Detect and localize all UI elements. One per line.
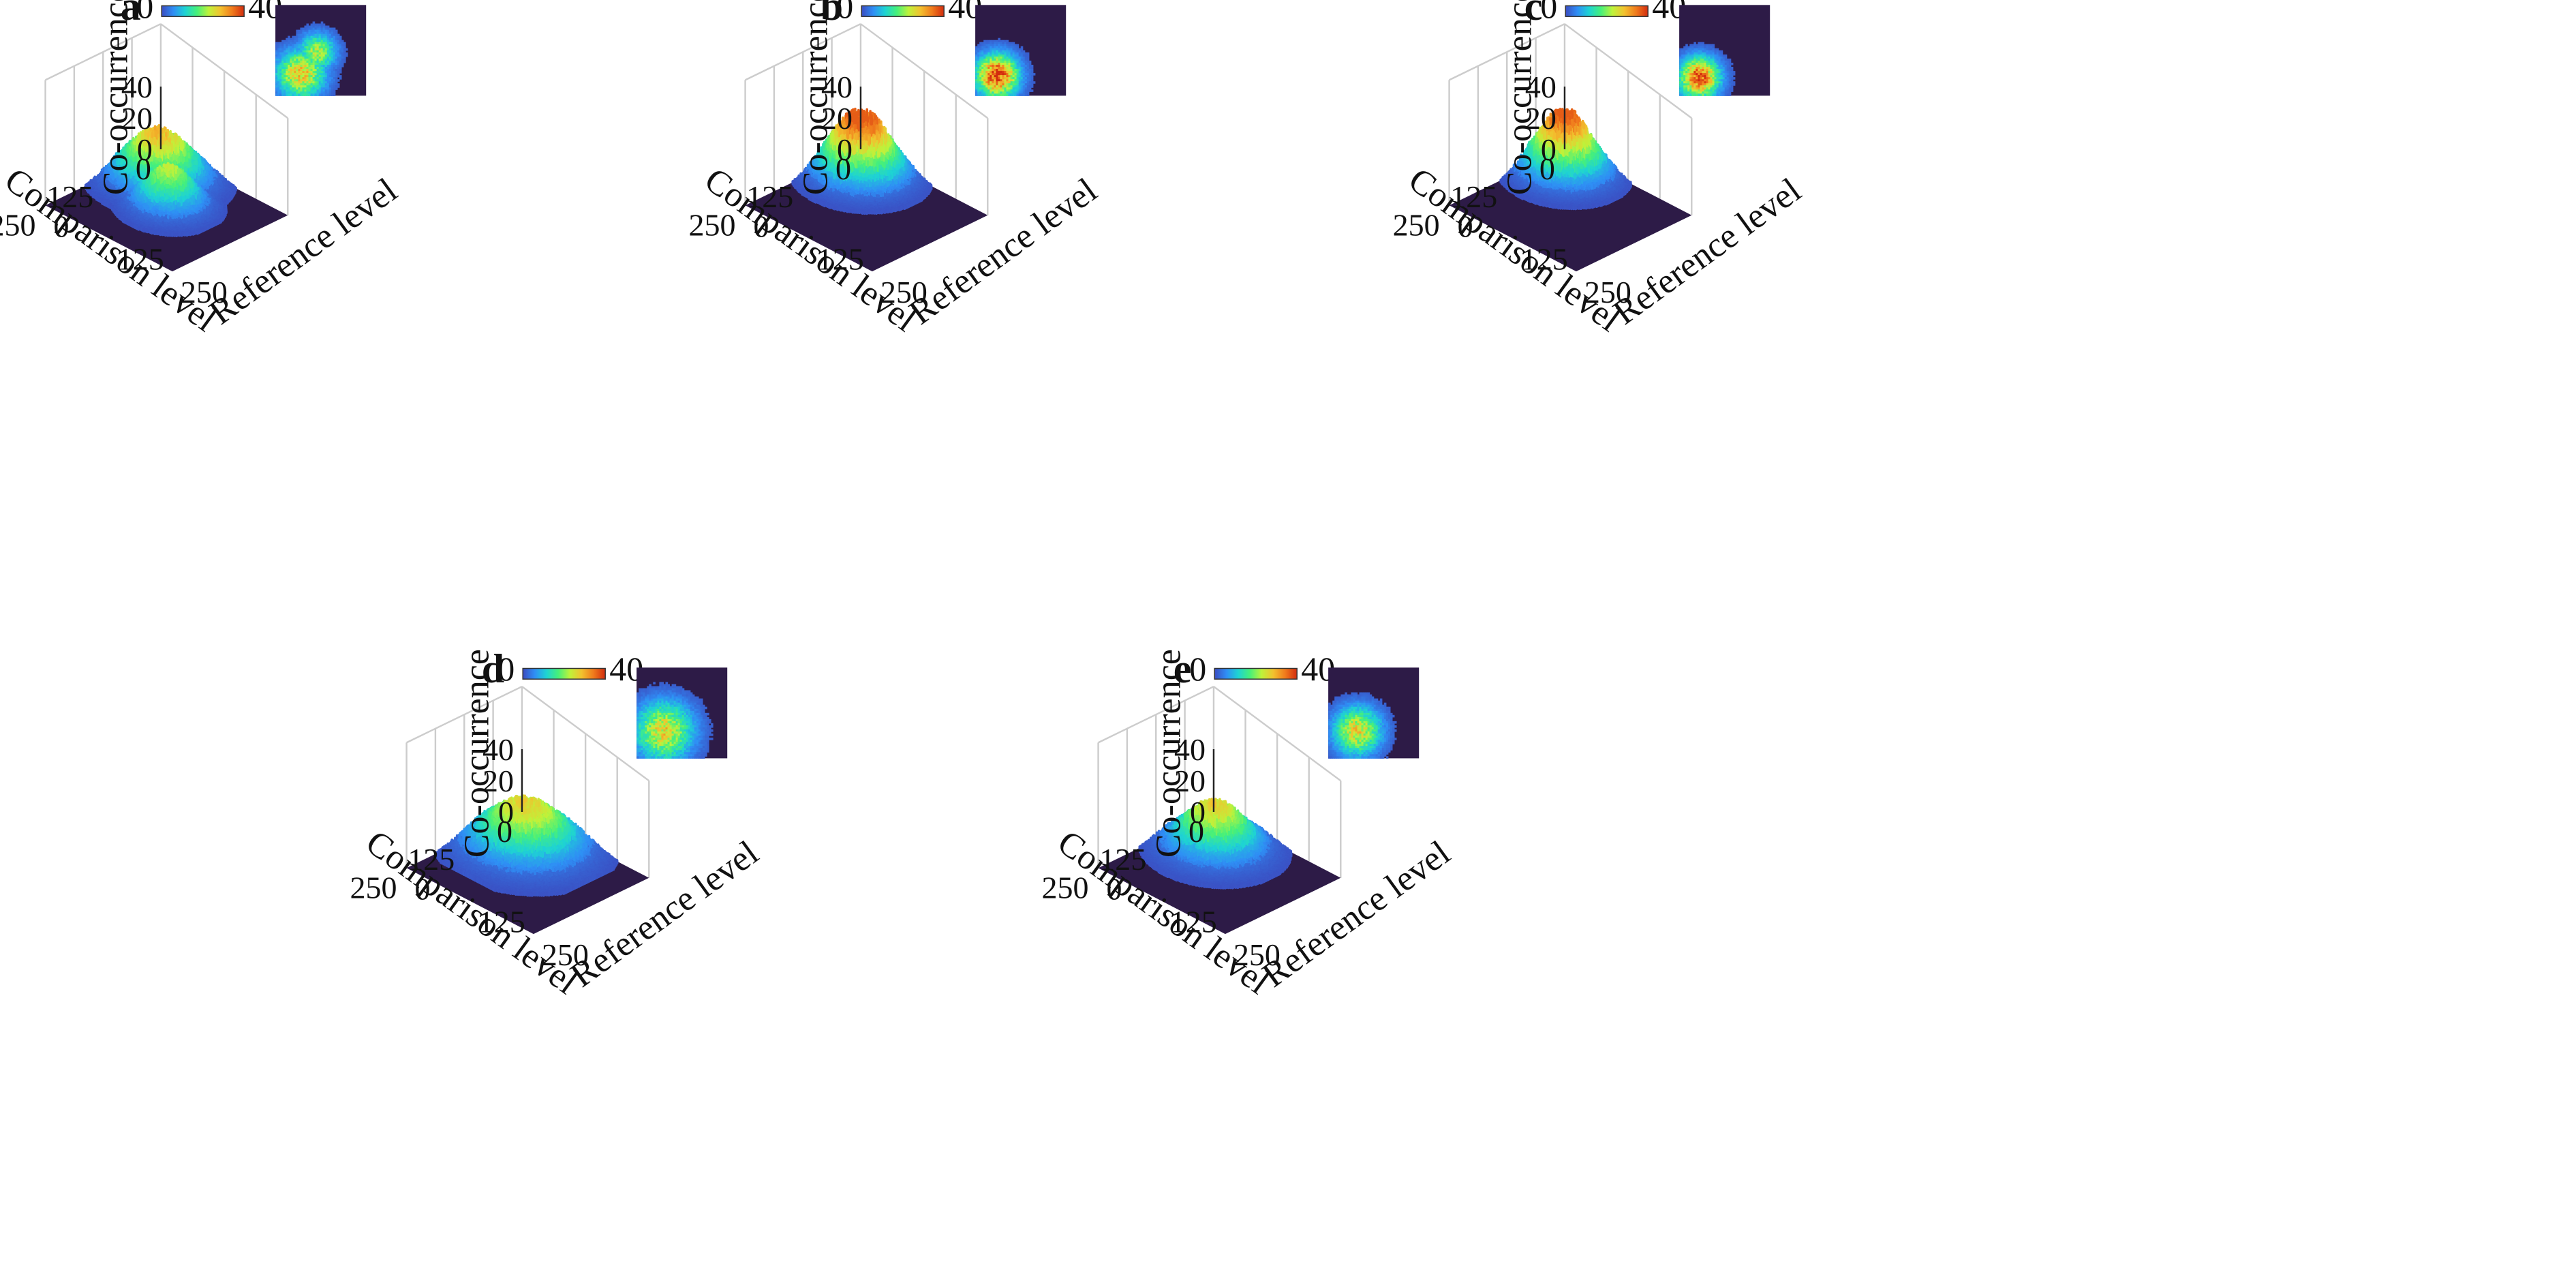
chart-panel-a: 02040Co-occurrence0125250Comparison leve… bbox=[0, 0, 404, 339]
